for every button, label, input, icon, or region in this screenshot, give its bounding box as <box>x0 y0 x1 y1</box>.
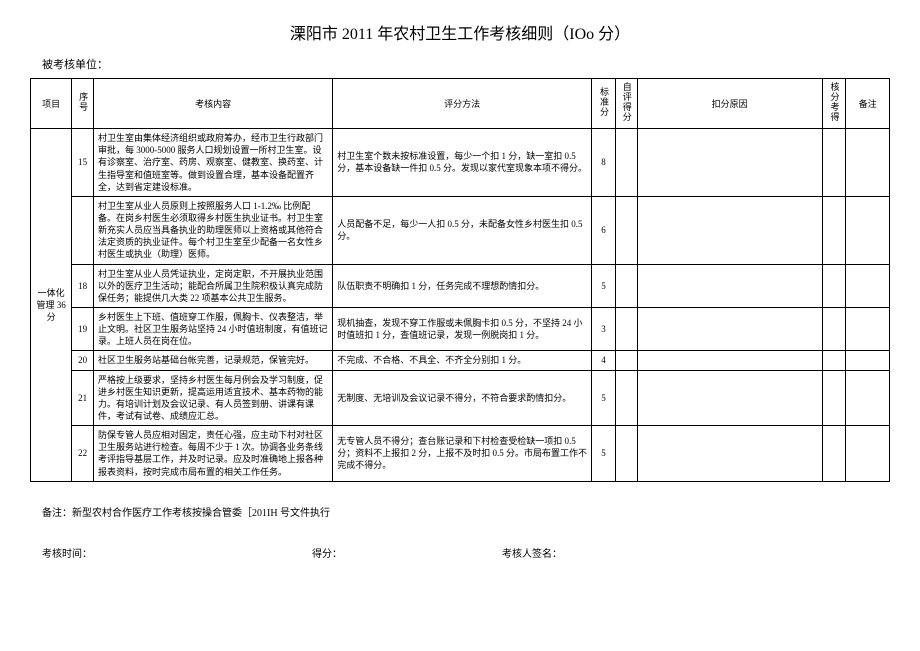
table-row: 22 防保专管人员应相对固定，责任心强，应主动下村对社区卫生服务站进行检查。每周… <box>31 426 890 482</box>
self-cell <box>615 129 637 197</box>
seq-cell: 22 <box>72 426 94 482</box>
signature-line: 考核时间： 得分： 考核人签名： <box>30 545 890 560</box>
seq-cell: 21 <box>72 370 94 426</box>
note-cell <box>846 129 890 197</box>
std-cell: 3 <box>592 307 616 350</box>
method-cell: 队伍职责不明确扣 1 分，任务完成不理想酌情扣分。 <box>333 264 592 307</box>
table-row: 19 乡村医生上下班、值班穿工作服，佩胸卡、仪表整洁，举止文明。社区卫生服务站坚… <box>31 307 890 350</box>
h-std: 标准分 <box>592 79 616 129</box>
table-row: 一体化管理 36 分 15 村卫生室由集体经济组织或政府筹办，经市卫生行政部门审… <box>31 129 890 197</box>
self-cell <box>615 196 637 264</box>
deduct-cell <box>822 264 846 307</box>
std-cell: 8 <box>592 129 616 197</box>
deduct-cell <box>822 351 846 370</box>
project-cell: 一体化管理 36 分 <box>31 129 72 482</box>
h-content: 考核内容 <box>94 79 333 129</box>
reason-cell <box>637 264 822 307</box>
note-cell <box>846 307 890 350</box>
sign-time: 考核时间： <box>42 545 312 560</box>
content-cell: 防保专管人员应相对固定，责任心强，应主动下村对社区卫生服务站进行检查。每周不少于… <box>94 426 333 482</box>
reason-cell <box>637 196 822 264</box>
table-row: 20 社区卫生服务站基础台帐完善，记录规范，保管完好。 不完成、不合格、不具全、… <box>31 351 890 370</box>
deduct-cell <box>822 426 846 482</box>
content-cell: 村卫生室从业人员原则上按照服务人口 1-1.2‰ 比例配备。在岗乡村医生必须取得… <box>94 196 333 264</box>
deduct-cell <box>822 129 846 197</box>
note-cell <box>846 351 890 370</box>
seq-cell: 15 <box>72 129 94 197</box>
h-note: 备注 <box>846 79 890 129</box>
seq-cell: 19 <box>72 307 94 350</box>
content-cell: 乡村医生上下班、值班穿工作服，佩胸卡、仪表整洁，举止文明。社区卫生服务站坚持 2… <box>94 307 333 350</box>
h-reason: 扣分原因 <box>637 79 822 129</box>
method-cell: 村卫生室个数未按标准设置，每少一个扣 1 分，缺一室扣 0.5 分，基本设备缺一… <box>333 129 592 197</box>
deduct-cell <box>822 196 846 264</box>
method-cell: 无专管人员不得分；查台账记录和下村检查受检缺一项扣 0.5 分；资料不上报扣 2… <box>333 426 592 482</box>
method-cell: 人员配备不足，每少一人扣 0.5 分，未配备女性乡村医生扣 0.5 分。 <box>333 196 592 264</box>
h-seq: 序号 <box>72 79 94 129</box>
reason-cell <box>637 370 822 426</box>
self-cell <box>615 426 637 482</box>
reason-cell <box>637 307 822 350</box>
h-self: 自评得分 <box>615 79 637 129</box>
table-row: 18 村卫生室从业人员凭证执业，定岗定职，不开展执业范围以外的医疗卫生活动；能配… <box>31 264 890 307</box>
note-cell <box>846 196 890 264</box>
content-cell: 社区卫生服务站基础台帐完善，记录规范，保管完好。 <box>94 351 333 370</box>
note-cell <box>846 264 890 307</box>
page-title: 溧阳市 2011 年农村卫生工作考核细则（IOo 分） <box>30 20 890 44</box>
self-cell <box>615 370 637 426</box>
reason-cell <box>637 351 822 370</box>
method-cell: 不完成、不合格、不具全、不齐全分别扣 1 分。 <box>333 351 592 370</box>
content-cell: 严格按上级要求，坚持乡村医生每月例会及学习制度，促进乡村医生知识更新，提高运用适… <box>94 370 333 426</box>
sign-name: 考核人签名： <box>502 545 562 560</box>
h-project: 项目 <box>31 79 72 129</box>
unit-label: 被考核单位： <box>30 56 890 72</box>
self-cell <box>615 307 637 350</box>
self-cell <box>615 264 637 307</box>
sign-score: 得分： <box>312 545 502 560</box>
content-cell: 村卫生室由集体经济组织或政府筹办，经市卫生行政部门审批，每 3000-5000 … <box>94 129 333 197</box>
std-cell: 5 <box>592 426 616 482</box>
reason-cell <box>637 129 822 197</box>
table-row: 21 严格按上级要求，坚持乡村医生每月例会及学习制度，促进乡村医生知识更新，提高… <box>31 370 890 426</box>
table-body: 一体化管理 36 分 15 村卫生室由集体经济组织或政府筹办，经市卫生行政部门审… <box>31 129 890 482</box>
std-cell: 6 <box>592 196 616 264</box>
footnote: 备注：新型农村合作医疗工作考核按操合管委［201IH 号文件执行 <box>30 504 890 519</box>
std-cell: 4 <box>592 351 616 370</box>
self-cell <box>615 351 637 370</box>
method-cell: 无制度、无培训及会议记录不得分，不符合要求酌情扣分。 <box>333 370 592 426</box>
seq-cell: 20 <box>72 351 94 370</box>
std-cell: 5 <box>592 370 616 426</box>
reason-cell <box>637 426 822 482</box>
assessment-table: 项目 序号 考核内容 评分方法 标准分 自评得分 扣分原因 核分考得 备注 一体… <box>30 78 890 482</box>
note-cell <box>846 426 890 482</box>
note-cell <box>846 370 890 426</box>
deduct-cell <box>822 370 846 426</box>
h-deduct: 核分考得 <box>822 79 846 129</box>
h-method: 评分方法 <box>333 79 592 129</box>
seq-cell <box>72 196 94 264</box>
std-cell: 5 <box>592 264 616 307</box>
deduct-cell <box>822 307 846 350</box>
header-row: 项目 序号 考核内容 评分方法 标准分 自评得分 扣分原因 核分考得 备注 <box>31 79 890 129</box>
seq-cell: 18 <box>72 264 94 307</box>
method-cell: 现机抽查，发现不穿工作服或未佩胸卡扣 0.5 分，不坚持 24 小时值班扣 1 … <box>333 307 592 350</box>
table-row: 村卫生室从业人员原则上按照服务人口 1-1.2‰ 比例配备。在岗乡村医生必须取得… <box>31 196 890 264</box>
content-cell: 村卫生室从业人员凭证执业，定岗定职，不开展执业范围以外的医疗卫生活动；能配合所属… <box>94 264 333 307</box>
